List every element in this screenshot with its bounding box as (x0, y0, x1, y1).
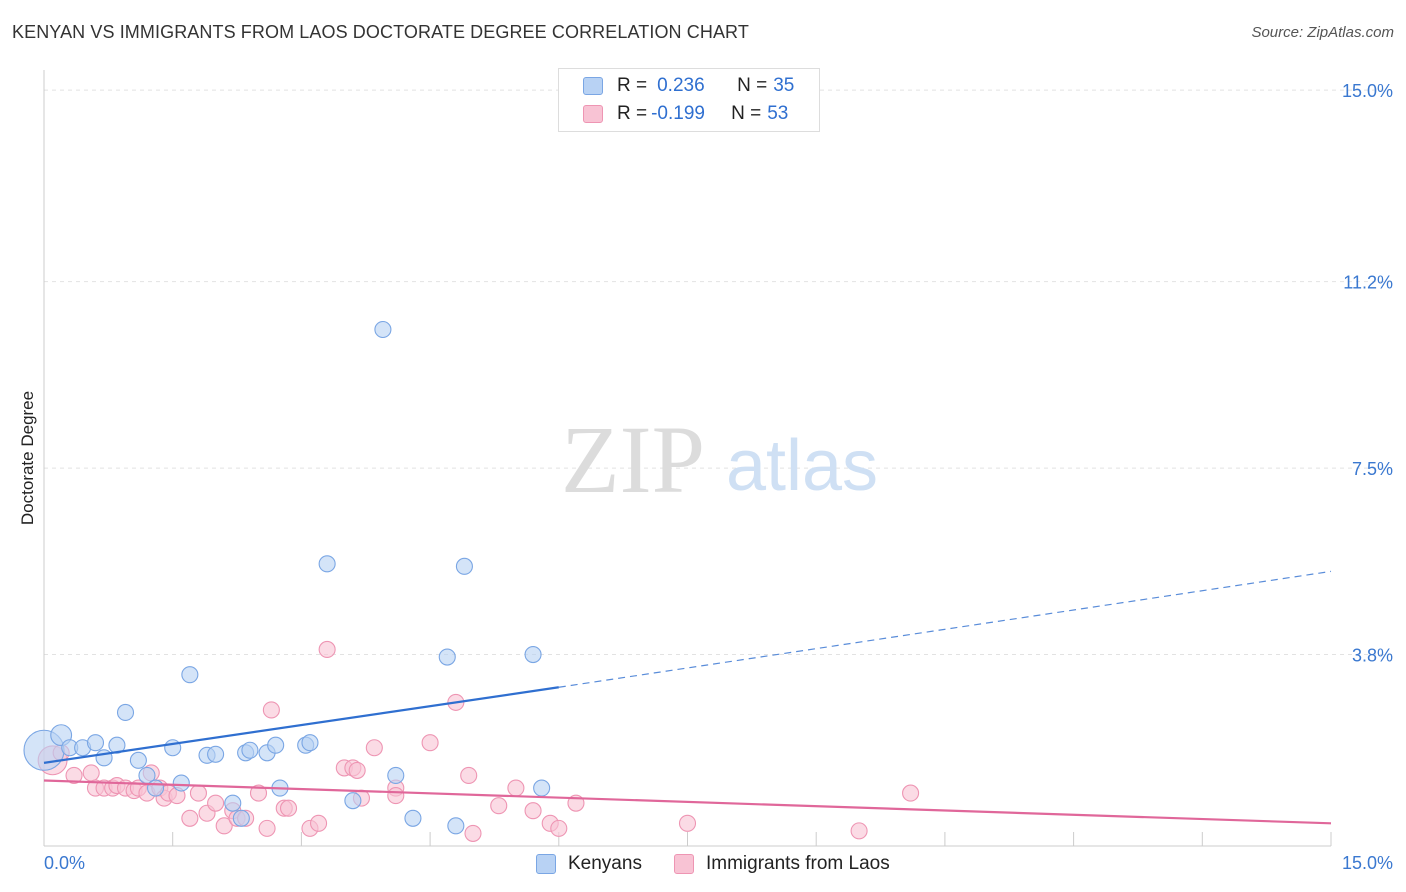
kenyan-point-15 (207, 745, 225, 763)
laos-point-31 (310, 814, 328, 832)
kenyan-legend-swatch (536, 854, 556, 874)
legend-r-label: R = (617, 75, 648, 96)
y-tick-label-1: 7.5% (1352, 459, 1393, 479)
laos-point-41 (460, 766, 478, 785)
watermark-atlas: atlas (726, 426, 878, 506)
laos-point-17 (181, 809, 199, 827)
laos-legend-swatch (674, 854, 694, 874)
kenyan-legend-label: Kenyans (568, 853, 642, 874)
kenyan-point-31 (447, 817, 465, 835)
laos-point-26 (258, 819, 276, 837)
laos-point-21 (215, 817, 233, 835)
laos-point-44 (507, 779, 525, 797)
kenyan-point-13 (181, 666, 199, 684)
laos-point-2 (65, 766, 83, 785)
kenyan-point-25 (318, 555, 336, 573)
kenyan-n-value: 35 (773, 75, 795, 96)
kenyan-point-16 (224, 794, 242, 812)
laos-point-42 (464, 824, 482, 842)
kenyan-point-19 (241, 741, 259, 759)
legend-row-kenyans: R = 0.236 N = 35 (583, 75, 794, 97)
laos-point-50 (850, 822, 868, 840)
correlation-legend: R = 0.236 N = 35 R = -0.199 N = 53 (558, 68, 820, 132)
laos-point-47 (550, 819, 568, 837)
kenyan-point-17 (232, 809, 250, 827)
kenyan-point-32 (455, 557, 473, 575)
laos-point-52 (387, 787, 405, 805)
legend-n-label: N = (731, 103, 762, 124)
y-tick-label-3: 15.0% (1342, 81, 1393, 101)
legend-n-label: N = (737, 75, 768, 96)
kenyan-point-30 (438, 648, 456, 666)
laos-point-32 (318, 640, 336, 659)
laos-point-18 (189, 784, 207, 802)
chart-title: KENYAN VS IMMIGRANTS FROM LAOS DOCTORATE… (12, 22, 749, 42)
legend-item-laos: Immigrants from Laos (674, 852, 890, 876)
laos-legend-label: Immigrants from Laos (706, 853, 890, 874)
kenyan-point-24 (301, 734, 319, 752)
y-tick-label-2: 11.2% (1343, 273, 1393, 293)
laos-point-29 (279, 799, 298, 817)
source-label: Source: ZipAtlas.com (1251, 24, 1394, 41)
kenyan-point-12 (172, 774, 190, 792)
kenyan-point-29 (404, 809, 422, 827)
kenyan-trend-extension (558, 570, 1332, 688)
y-tick-label-0: 3.8% (1352, 646, 1393, 666)
kenyan-point-4 (86, 734, 105, 752)
laos-point-25 (249, 784, 268, 802)
laos-point-43 (490, 797, 508, 815)
kenyan-trend-line (43, 686, 559, 764)
tick-labels: 3.8% 7.5% 11.2% 15.0% 0.0% 15.0% (44, 81, 1393, 873)
laos-point-35 (348, 761, 366, 779)
legend-r-label: R = (617, 103, 648, 124)
legend-row-laos: R = -0.199 N = 53 (583, 103, 788, 125)
laos-n-value: 53 (767, 103, 789, 124)
data-points (23, 320, 920, 842)
x-tick-label-1: 15.0% (1342, 853, 1393, 873)
laos-point-27 (262, 701, 280, 719)
kenyan-swatch (583, 77, 603, 95)
kenyan-r-value: 0.236 (657, 75, 705, 96)
kenyan-point-8 (129, 751, 147, 769)
legend-item-kenyans: Kenyans (536, 852, 642, 876)
kenyan-point-7 (116, 703, 135, 722)
laos-point-20 (207, 794, 225, 812)
laos-swatch (583, 105, 603, 123)
laos-trend-line (43, 779, 1332, 825)
laos-r-value: -0.199 (651, 103, 705, 124)
laos-point-37 (365, 739, 383, 757)
kenyan-point-28 (387, 766, 405, 785)
kenyan-point-27 (374, 320, 392, 339)
laos-point-45 (524, 802, 542, 820)
kenyan-point-33 (524, 645, 542, 664)
watermark-zip: ZIP (561, 406, 705, 513)
laos-point-49 (678, 814, 697, 832)
watermark: ZIP atlas (561, 406, 878, 513)
laos-point-3 (82, 764, 100, 782)
laos-point-39 (421, 734, 439, 752)
kenyan-point-10 (146, 779, 165, 797)
x-tick-label-0: 0.0% (44, 853, 85, 873)
kenyan-point-21 (267, 736, 285, 754)
kenyan-point-34 (533, 779, 551, 797)
laos-point-51 (902, 784, 920, 802)
kenyan-point-26 (344, 792, 362, 810)
grid-lines (44, 89, 1392, 656)
trend-lines (43, 570, 1332, 825)
